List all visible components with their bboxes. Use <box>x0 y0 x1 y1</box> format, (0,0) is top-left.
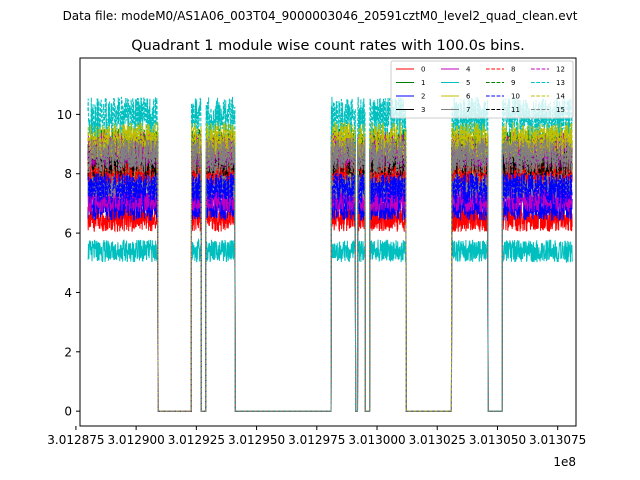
legend-label: 10 <box>511 93 520 101</box>
legend-label: 5 <box>466 79 470 87</box>
series-line-11 <box>87 139 573 412</box>
legend-label: 8 <box>511 66 515 74</box>
series-line-3 <box>87 156 573 412</box>
series-line-8 <box>87 150 573 412</box>
y-tick-label: 0 <box>64 405 72 419</box>
x-tick-label: 3.013000 <box>348 433 405 447</box>
x-tick-label: 3.012875 <box>47 433 104 447</box>
chart-title: Quadrant 1 module wise count rates with … <box>131 38 525 54</box>
legend-label: 6 <box>466 93 471 101</box>
figure-suptitle: Data file: modeM0/AS1A06_003T04_90000030… <box>63 9 578 23</box>
x-tick-label: 3.012900 <box>107 433 164 447</box>
legend-label: 14 <box>556 93 565 101</box>
x-offset-text: 1e8 <box>553 455 576 469</box>
legend-label: 4 <box>466 66 471 74</box>
legend-label: 3 <box>421 106 425 114</box>
legend-label: 15 <box>556 106 565 114</box>
series-line-15 <box>87 137 573 412</box>
x-tick-label: 3.012925 <box>168 433 225 447</box>
series-line-10 <box>87 172 573 412</box>
series-line-0 <box>87 204 573 412</box>
legend-label: 11 <box>511 106 520 114</box>
axes-frame <box>79 57 577 427</box>
legend-frame <box>390 60 574 119</box>
legend-label: 1 <box>421 79 425 87</box>
series-line-12 <box>87 131 573 412</box>
legend-label: 0 <box>421 66 425 74</box>
x-tick-label: 3.013050 <box>469 433 526 447</box>
x-tick-label: 3.013075 <box>529 433 586 447</box>
series-line-14 <box>87 120 573 412</box>
series-line-2 <box>87 190 573 412</box>
legend-label: 9 <box>511 79 515 87</box>
y-tick-label: 4 <box>64 286 72 300</box>
legend-label: 13 <box>556 79 565 87</box>
legend-label: 12 <box>556 66 565 74</box>
y-tick-label: 8 <box>64 167 72 181</box>
legend-label: 2 <box>421 93 425 101</box>
y-axis: 0 2 4 6 8 10 <box>57 108 80 419</box>
y-tick-label: 6 <box>64 227 72 241</box>
x-axis: 3.012875 3.012900 3.012925 3.012950 3.012975… <box>47 426 586 447</box>
series-line-13 <box>87 96 573 412</box>
series-line-9 <box>87 128 573 412</box>
series-line-4 <box>87 181 573 412</box>
series-line-7 <box>87 165 573 412</box>
series-line-6 <box>87 143 573 412</box>
y-tick-label: 10 <box>57 108 72 122</box>
series-group <box>87 96 573 412</box>
series-line-1 <box>87 134 573 412</box>
x-tick-label: 3.012975 <box>288 433 345 447</box>
legend-label: 7 <box>466 106 470 114</box>
x-tick-label: 3.012950 <box>228 433 285 447</box>
x-tick-label: 3.013025 <box>409 433 466 447</box>
y-tick-label: 2 <box>64 345 72 359</box>
series-line-5 <box>87 237 573 412</box>
